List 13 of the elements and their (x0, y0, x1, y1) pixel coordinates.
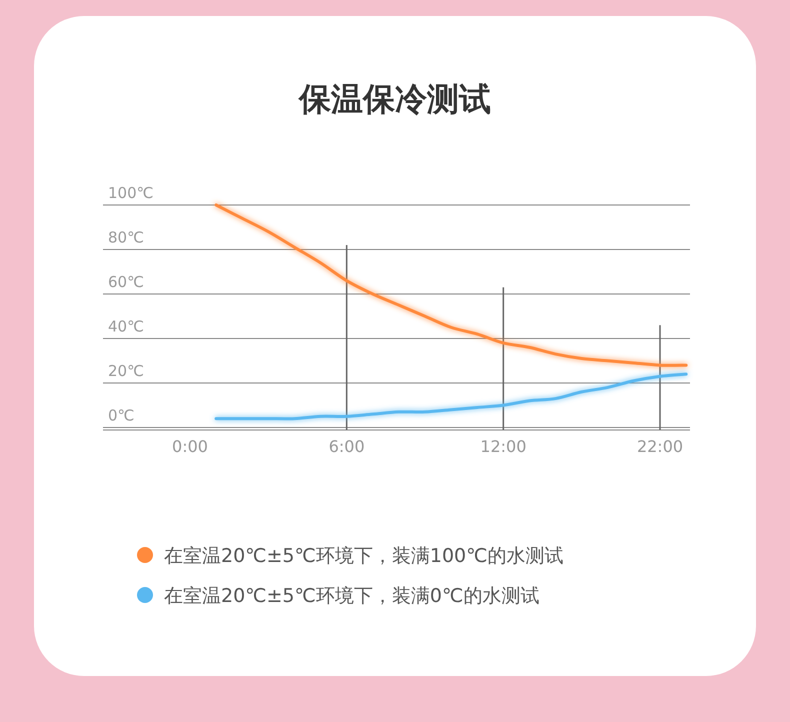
xtick: 0:00 (172, 437, 208, 456)
xtick: 6:00 (328, 437, 365, 456)
title: 保温保冷测试 (299, 80, 491, 118)
xtick: 12:00 (480, 437, 526, 456)
ytick: 20℃ (108, 362, 144, 380)
ytick: 80℃ (108, 228, 144, 246)
ytick: 100℃ (108, 184, 154, 202)
ytick: 0℃ (108, 406, 134, 424)
ytick: 40℃ (108, 318, 144, 336)
ytick: 60℃ (108, 273, 144, 291)
legend-text: 在室温20℃±5℃环境下，装满100℃的水测试 (164, 545, 564, 567)
legend-text: 在室温20℃±5℃环境下，装满0℃的水测试 (164, 585, 540, 607)
xtick: 22:00 (636, 437, 684, 456)
